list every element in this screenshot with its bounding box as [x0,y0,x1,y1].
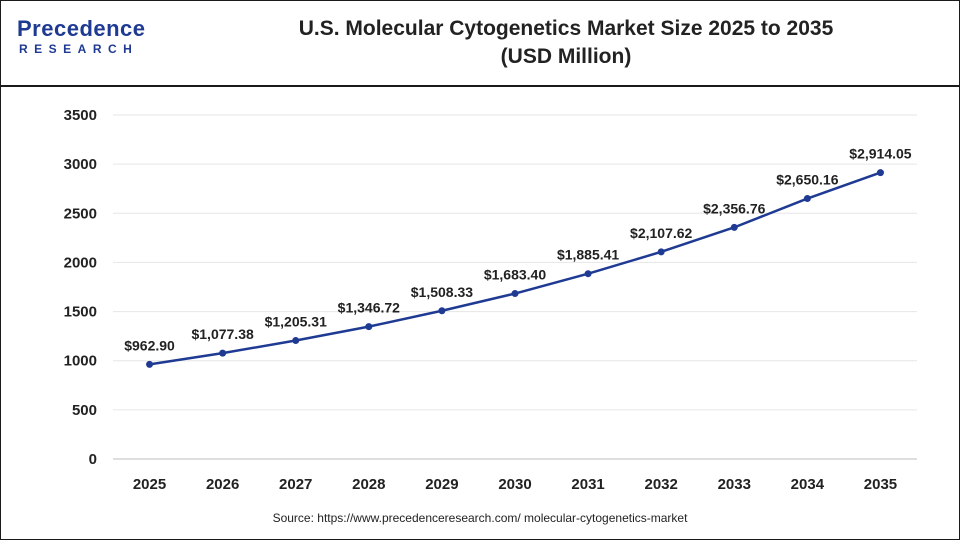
data-label: $2,650.16 [776,172,838,188]
x-tick-label: 2028 [352,476,385,493]
y-tick-label: 0 [89,451,97,468]
x-tick-label: 2031 [571,476,604,493]
data-label: $2,356.76 [703,200,765,216]
chart-title-line2: (USD Million) [500,45,632,68]
data-point [438,307,446,315]
data-point [511,290,519,298]
data-point [803,195,811,203]
chart-title-line1: U.S. Molecular Cytogenetics Market Size … [298,17,834,40]
data-point [876,169,884,177]
y-tick-label: 3000 [64,156,97,173]
source-note: Source: https://www.precedenceresearch.c… [272,511,688,525]
x-tick-label: 2032 [644,476,677,493]
y-tick-label: 3500 [64,107,97,124]
data-label: $1,205.31 [265,314,327,330]
logo-wordmark: Precedence [17,16,146,41]
header: Precedence RESEARCH U.S. Molecular Cytog… [1,1,959,87]
data-point [730,223,738,231]
y-tick-label: 500 [72,402,97,419]
data-label: $962.90 [124,337,175,353]
data-point [219,349,227,357]
data-point [292,337,300,345]
x-tick-label: 2035 [864,476,897,493]
data-label: $1,885.41 [557,247,619,263]
data-point [365,323,373,331]
y-tick-label: 2500 [64,205,97,222]
y-tick-label: 2000 [64,254,97,271]
x-tick-label: 2034 [791,476,825,493]
x-tick-label: 2025 [133,476,166,493]
y-tick-label: 1500 [64,304,97,321]
brand-logo: Precedence RESEARCH [17,17,167,67]
data-label: $2,914.05 [849,146,911,162]
x-tick-label: 2027 [279,476,312,493]
data-label: $1,683.40 [484,267,546,283]
data-label: $1,346.72 [338,300,400,316]
line-chart: 0 500 1000 1500 2000 2500 3000 3500 2025 2026 2027… [64,107,917,493]
logo-subtext: RESEARCH [19,42,139,56]
data-label: $1,077.38 [191,326,253,342]
y-tick-label: 1000 [64,353,97,370]
data-point [146,360,154,368]
x-tick-label: 2033 [718,476,751,493]
data-label: $2,107.62 [630,225,692,241]
x-tick-label: 2029 [425,476,458,493]
data-point [584,270,592,278]
x-tick-label: 2026 [206,476,239,493]
data-label: $1,508.33 [411,284,473,300]
x-tick-label: 2030 [498,476,531,493]
data-point [657,248,665,256]
chart-title: U.S. Molecular Cytogenetics Market Size … [241,15,891,71]
